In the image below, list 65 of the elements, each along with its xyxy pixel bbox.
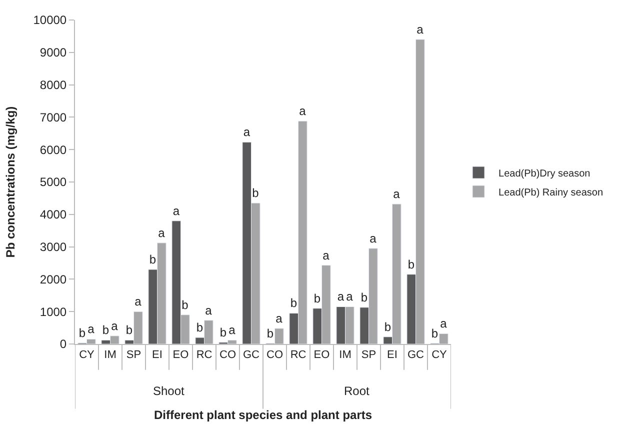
data-label: b bbox=[290, 296, 298, 310]
x-tick-label: EO bbox=[172, 349, 190, 362]
data-label: b bbox=[360, 290, 368, 304]
x-tick-label: CY bbox=[79, 349, 96, 362]
x-tick-label: IM bbox=[104, 349, 116, 362]
data-label: a bbox=[370, 231, 377, 246]
text: Root bbox=[344, 384, 370, 398]
data-label: a bbox=[276, 311, 283, 326]
x-tick-label: EO bbox=[314, 349, 330, 362]
y-axis-title: Pb concentrations (mg/kg) bbox=[4, 106, 18, 258]
x-tick-label: RC bbox=[196, 349, 212, 362]
x-tick-label: CO bbox=[220, 349, 236, 362]
x-tick-label: IM bbox=[339, 349, 352, 362]
data-label: a bbox=[346, 290, 354, 304]
data-label: a bbox=[243, 125, 250, 140]
data-label: a bbox=[88, 322, 95, 336]
data-label: b bbox=[384, 320, 392, 334]
data-label: a bbox=[337, 290, 344, 304]
data-label: a bbox=[416, 22, 424, 36]
x-tick-label: SP bbox=[126, 349, 142, 362]
x-tick-label: RC bbox=[290, 349, 306, 362]
y-tick-label: 1000 bbox=[40, 304, 67, 319]
x-tick-label: EI bbox=[152, 349, 162, 362]
y-tick-label: 7000 bbox=[40, 110, 67, 124]
y-tick-label: 4000 bbox=[40, 208, 67, 222]
data-label: a bbox=[228, 323, 236, 338]
y-tick-label: 10000 bbox=[33, 13, 67, 28]
data-label: b bbox=[314, 291, 321, 306]
x-axis-title: Different plant species and plant parts bbox=[154, 408, 372, 422]
data-label: b bbox=[196, 320, 204, 335]
data-label: b bbox=[266, 326, 274, 340]
x-tick-label: EI bbox=[387, 349, 398, 362]
data-label: b bbox=[408, 257, 415, 272]
x-tick-label: GC bbox=[243, 349, 260, 362]
data-label: a bbox=[134, 294, 142, 309]
data-label: a bbox=[393, 187, 400, 202]
y-tick-label: 0 bbox=[60, 337, 67, 352]
x-tick-label: SP bbox=[361, 349, 376, 362]
x-tick-label: CO bbox=[266, 349, 284, 362]
data-label: a bbox=[299, 104, 306, 118]
data-label: b bbox=[252, 186, 260, 200]
data-label: b bbox=[220, 325, 227, 340]
data-label: b bbox=[182, 298, 189, 312]
data-label: b bbox=[431, 326, 438, 340]
data-label: a bbox=[111, 318, 118, 333]
x-tick-label: CY bbox=[432, 349, 448, 362]
x-tick-label: GC bbox=[408, 349, 424, 362]
legend-label: Lead(Pb)Dry season bbox=[498, 168, 590, 180]
data-label: a bbox=[205, 303, 212, 318]
data-label: b bbox=[126, 323, 133, 338]
data-label: a bbox=[158, 226, 166, 240]
text: Shoot bbox=[153, 384, 186, 398]
data-label: b bbox=[102, 323, 110, 338]
data-label: a bbox=[172, 204, 180, 218]
y-tick-label: 8000 bbox=[40, 78, 67, 92]
data-label: a bbox=[322, 248, 330, 262]
legend-label: Lead(Pb) Rainy season bbox=[498, 187, 604, 198]
y-tick-label: 2000 bbox=[40, 272, 67, 286]
y-tick-label: 6000 bbox=[40, 142, 67, 157]
y-tick-label: 3000 bbox=[40, 240, 67, 254]
y-tick-label: 5000 bbox=[40, 175, 67, 190]
data-label: b bbox=[149, 252, 156, 266]
data-label: b bbox=[78, 326, 86, 340]
data-label: a bbox=[440, 316, 448, 331]
y-tick-label: 9000 bbox=[40, 46, 67, 60]
